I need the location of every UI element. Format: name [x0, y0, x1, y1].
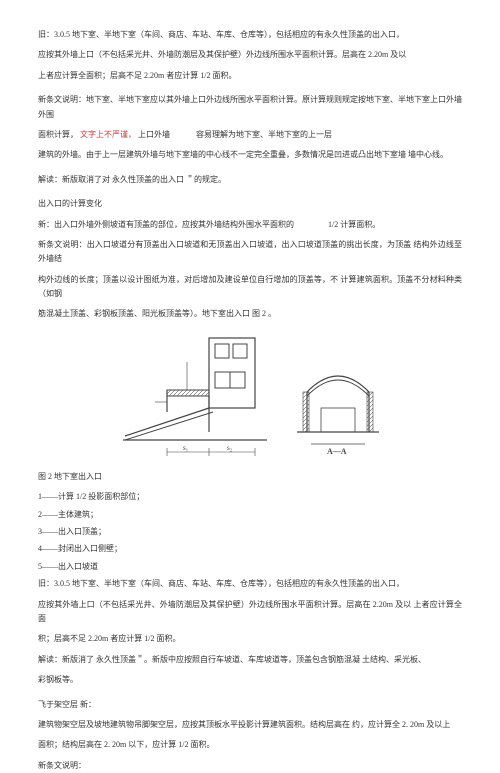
paragraph: 积；层高不足 2.20m 者应计算 1/2 面积。 [38, 632, 462, 646]
list-item: 2——主体建筑； [38, 508, 462, 522]
text: 彩钢板等。 [38, 675, 78, 684]
text: 面积。 [212, 71, 236, 80]
paragraph: 旧：3.0.5 地下室、半地下室（车间、商店、车站、车库、仓库等），包括相应的有… [38, 28, 462, 42]
text: 上者应计算全面积；层高不足 [38, 71, 142, 80]
paragraph: 飞于架空层 新： [38, 698, 462, 712]
paragraph: 上者应计算全面积；层高不足 2.20m 者应计算 1/2 面积。 [38, 69, 462, 83]
text: 新条文说明： [38, 761, 86, 770]
text: 解读：新版取消了对 永久性顶盖的出入口 ＂的规定。 [38, 175, 226, 184]
value: 2.20m [144, 71, 164, 80]
text: 2——主体建筑； [38, 510, 98, 519]
text: 新条文说明：出入口坡道分有顶盖出入口坡道和无顶盖出入口坡道，出入口坡道顶盖的挑出… [38, 240, 462, 263]
figure: s₁ s₂ A—A [38, 332, 462, 462]
text: 3——出入口顶盖； [38, 527, 106, 536]
text: 容易理解为地下室、半地下室的上一层 [196, 130, 332, 139]
value: 1/2 [200, 71, 210, 80]
text: 者应计算 [166, 71, 198, 80]
text: 飞于架空层 新： [38, 700, 96, 709]
text: 4——封闭出入口侧壁； [38, 544, 122, 553]
paragraph: 新：出入口外墙外侧坡道有顶盖的部位，应按其外墙结构外围水平面积的 1/2 计算面… [38, 218, 462, 232]
text: 上口外墙 [138, 130, 170, 139]
text: 建筑物架空层及坡地建筑物吊脚架空层，应按其顶板水平投影计算建筑面积。结构层高在 … [38, 720, 450, 729]
text: 解读：新版消了 永久性顶盖＂。新版中应按照自行车坡道、车库坡道等，顶盖包含钢筋混… [38, 655, 426, 664]
paragraph: 新条文说明：出入口坡道分有顶盖出入口坡道和无顶盖出入口坡道，出入口坡道顶盖的挑出… [38, 238, 462, 267]
paragraph: 解读：新版取消了对 永久性顶盖的出入口 ＂的规定。 [38, 173, 462, 187]
text: 筋混凝土顶盖、彩钢板顶盖、阳光板顶盖等）。地下室出入口 图 2 。 [38, 309, 276, 318]
list-item: 5——出入口坡道 [38, 560, 462, 574]
value: 2.20m [368, 50, 388, 59]
text: 1——计算 1/2 投影面积部位； [38, 492, 144, 501]
text: 新：出入口外墙外侧坡道有顶盖的部位，应按其外墙结构外围水平面积的 [38, 220, 294, 229]
text: 新条文说明：地下室、半地下室应以其外墙上口外边线所围水平面积计算。原计算规则规定… [38, 95, 462, 118]
text: 计算面积。 [340, 220, 380, 229]
heading: 出入口的计算变化 [38, 197, 462, 211]
text: 应按其外墙上口（不包括采光井、外墙防潮层及其保护壁）外边线所围水平面积计算。层高… [38, 50, 366, 59]
text: 图 2 地下室出入口 [38, 472, 102, 481]
paragraph: 建筑物架空层及坡地建筑物吊脚架空层，应按其顶板水平投影计算建筑面积。结构层高在 … [38, 718, 462, 732]
paragraph: 新条文说明：地下室、半地下室应以其外墙上口外边线所围水平面积计算。原计算规则规定… [38, 93, 462, 122]
text: 旧：3.0.5 地下室、半地下室（车间、商店、车站、车库、仓库等），包括相应的有… [38, 30, 404, 39]
text: 积；层高不足 2.20m 者应计算 1/2 面积。 [38, 634, 180, 643]
paragraph: 新条文说明： [38, 759, 462, 773]
text: 5——出入口坡道 [38, 562, 98, 571]
paragraph: 建筑的外墙。由于上一层建筑外墙与地下室墙的中心线不一定完全重叠，多数情况是凹进或… [38, 148, 462, 162]
value: 1/2 [328, 220, 338, 229]
list-item: 3——出入口顶盖； [38, 525, 462, 539]
diagram-elevation: s₁ s₂ [117, 332, 277, 462]
text: 出入口的计算变化 [38, 199, 102, 208]
text: 建筑的外墙。由于上一层建筑外墙与地下室墙的中心线不一定完全重叠，多数情况是凹进或… [38, 150, 448, 159]
text: 应按其外墙上口（不包括采光井、外墙防潮层及其保护壁）外边线所围水平面积计算。层高… [38, 600, 462, 623]
text-emphasis: 文字上不严谨， [80, 130, 136, 139]
list-item: 4——封闭出入口侧壁； [38, 542, 462, 556]
text: 及以 [390, 50, 406, 59]
list-item: 1——计算 1/2 投影面积部位； [38, 490, 462, 504]
paragraph: 应按其外墙上口（不包括采光井、外墙防潮层及其保护壁）外边线所围水平面积计算。层高… [38, 598, 462, 627]
text: 构外边线的长度；顶盖以设计图纸为准，对后增加及建设单位自行增加的顶盖等，不 计算… [38, 275, 462, 298]
diagram-section: A—A [293, 332, 383, 462]
paragraph: 筋混凝土顶盖、彩钢板顶盖、阳光板顶盖等）。地下室出入口 图 2 。 [38, 307, 462, 321]
text: 面积；结构层高在 2. 20m 以下，应计算 1/2 面积。 [38, 740, 214, 749]
text: 面积计算， [38, 130, 78, 139]
paragraph: 旧：3.0.5 地下室、半地下室（车间、商店、车站、车库、仓库等），包括相应的有… [38, 577, 462, 591]
text: 旧：3.0.5 地下室、半地下室（车间、商店、车站、车库、仓库等），包括相应的有… [38, 579, 404, 588]
paragraph: 构外边线的长度；顶盖以设计图纸为准，对后增加及建设单位自行增加的顶盖等，不 计算… [38, 273, 462, 302]
svg-text:s₁: s₁ [183, 444, 188, 452]
paragraph: 解读：新版消了 永久性顶盖＂。新版中应按照自行车坡道、车库坡道等，顶盖包含钢筋混… [38, 653, 462, 667]
paragraph: 应按其外墙上口（不包括采光井、外墙防潮层及其保护壁）外边线所围水平面积计算。层高… [38, 48, 462, 62]
paragraph: 彩钢板等。 [38, 673, 462, 687]
paragraph: 面积；结构层高在 2. 20m 以下，应计算 1/2 面积。 [38, 738, 462, 752]
paragraph: 面积计算， 文字上不严谨， 上口外墙 容易理解为地下室、半地下室的上一层 [38, 128, 462, 142]
svg-text:s₂: s₂ [227, 444, 233, 452]
figure-caption: 图 2 地下室出入口 [38, 470, 462, 484]
svg-text:A—A: A—A [327, 447, 347, 456]
